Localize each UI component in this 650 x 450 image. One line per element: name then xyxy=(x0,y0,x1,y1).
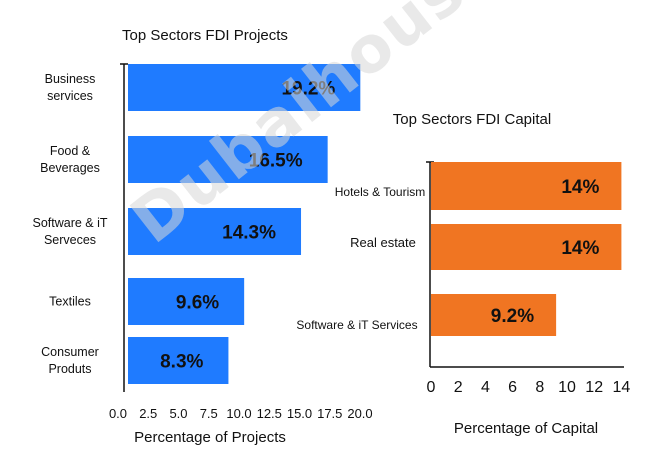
capital-x-tick-label: 8 xyxy=(535,379,544,396)
capital-x-tick-label: 4 xyxy=(481,379,490,396)
capital-category-label: Software & iT Services xyxy=(296,318,417,332)
projects-bar xyxy=(128,64,361,111)
projects-x-tick-label: 10.0 xyxy=(226,406,251,421)
capital-x-tick-label: 14 xyxy=(613,379,631,396)
projects-x-tick-label: 5.0 xyxy=(169,406,187,421)
projects-category-label: services xyxy=(47,89,93,103)
projects-category-label: Software & iT xyxy=(32,216,107,230)
projects-x-tick-label: 20.0 xyxy=(347,406,372,421)
capital-bar xyxy=(431,224,622,270)
capital-x-tick-label: 6 xyxy=(508,379,517,396)
projects-x-tick-label: 0.0 xyxy=(109,406,127,421)
capital-x-tick-label: 2 xyxy=(454,379,463,396)
capital-chart-title: Top Sectors FDI Capital xyxy=(393,111,551,128)
projects-category-label: Consumer xyxy=(41,345,99,359)
capital-x-tick-label: 10 xyxy=(558,379,576,396)
capital-bar xyxy=(431,294,557,336)
capital-bar-value-label: 14% xyxy=(561,238,599,259)
projects-bar-value-label: 9.6% xyxy=(176,293,219,314)
projects-x-tick-label: 17.5 xyxy=(317,406,342,421)
projects-chart: Top Sectors FDI Projects 19.2% 16.5% 14.3%… xyxy=(32,27,372,446)
projects-category-label: Serveces xyxy=(44,233,96,247)
projects-x-tick-label: 7.5 xyxy=(200,406,218,421)
projects-bar-value-label: 19.2% xyxy=(281,79,335,100)
projects-x-tick-label: 2.5 xyxy=(139,406,157,421)
projects-category-label: Food & xyxy=(50,144,91,158)
projects-bar xyxy=(128,136,328,183)
projects-bar-value-label: 16.5% xyxy=(249,151,303,172)
capital-bar-value-label: 9.2% xyxy=(491,306,534,327)
projects-x-tick-label: 12.5 xyxy=(257,406,282,421)
capital-category-label: Real estate xyxy=(350,235,416,250)
projects-bar-value-label: 8.3% xyxy=(160,352,203,373)
projects-category-label: Textiles xyxy=(49,295,91,309)
capital-x-ticks: 0 2 4 6 8 10 12 14 xyxy=(427,379,631,396)
projects-category-label: Produts xyxy=(48,362,91,376)
projects-category-label: Business xyxy=(45,72,96,86)
projects-x-axis-label: Percentage of Projects xyxy=(134,429,286,446)
capital-category-labels: Hotels & Tourism Real estate Software & iT… xyxy=(296,185,425,332)
projects-x-tick-label: 15.0 xyxy=(287,406,312,421)
projects-category-label: Beverages xyxy=(40,161,100,175)
projects-category-labels: Business services Food & Beverages Software … xyxy=(32,72,107,376)
capital-chart: Top Sectors FDI Capital 14% 14% 9.2% Hotel… xyxy=(296,111,630,437)
capital-x-tick-label: 0 xyxy=(427,379,436,396)
projects-chart-title: Top Sectors FDI Projects xyxy=(122,27,288,44)
capital-bar-value-label: 14% xyxy=(561,177,599,198)
projects-bar-value-label: 14.3% xyxy=(222,223,276,244)
projects-bar xyxy=(128,208,302,255)
projects-bar xyxy=(128,278,245,325)
capital-x-tick-label: 12 xyxy=(585,379,603,396)
capital-x-axis-label: Percentage of Capital xyxy=(454,420,598,437)
capital-bars: 14% 14% 9.2% xyxy=(431,162,622,336)
capital-category-label: Hotels & Tourism xyxy=(335,185,425,199)
capital-bar xyxy=(431,162,622,210)
projects-bar xyxy=(128,337,229,384)
projects-bars: 19.2% 16.5% 14.3% 9.6% 8.3% xyxy=(128,64,361,384)
projects-x-ticks: 0.0 2.5 5.0 7.5 10.0 12.5 15.0 17.5 20.0 xyxy=(109,406,373,421)
